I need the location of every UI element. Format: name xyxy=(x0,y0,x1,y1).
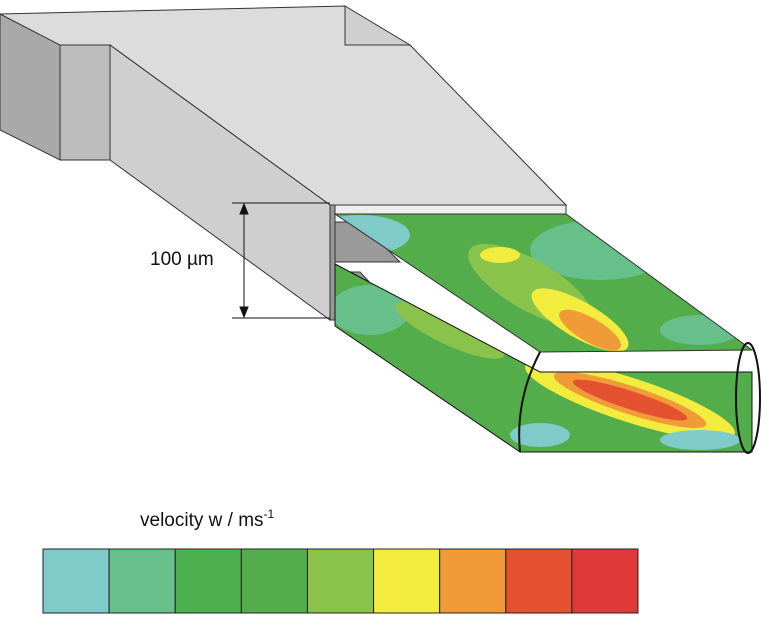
colorbar: 00,51,01,52,0 xyxy=(42,548,639,614)
colorbar-segment xyxy=(174,548,242,614)
colorbar-segment xyxy=(42,548,110,614)
colorbar-segment xyxy=(306,548,375,614)
dimension xyxy=(232,202,330,319)
inlet-front xyxy=(59,44,111,161)
colorbar-segment xyxy=(505,548,573,614)
plane-outline xyxy=(333,213,754,353)
colorbar-title: velocity w / ms-1 xyxy=(140,507,275,531)
top-edge xyxy=(334,204,567,215)
colorbar-segment xyxy=(373,548,441,614)
colorbar-segment xyxy=(571,548,639,614)
scale-label: 100 µm xyxy=(150,249,214,270)
colorbar-title-superscript: -1 xyxy=(264,507,275,521)
colorbar-segment xyxy=(240,548,308,614)
outlet-outline xyxy=(334,263,761,454)
lower-velocity-plane xyxy=(335,264,752,452)
inlet-notch xyxy=(344,5,412,46)
channel-end xyxy=(329,204,336,321)
colorbar-title-text: velocity w / ms xyxy=(140,510,264,531)
colorbar-segment xyxy=(439,548,507,614)
colorbar-segment xyxy=(108,548,176,614)
